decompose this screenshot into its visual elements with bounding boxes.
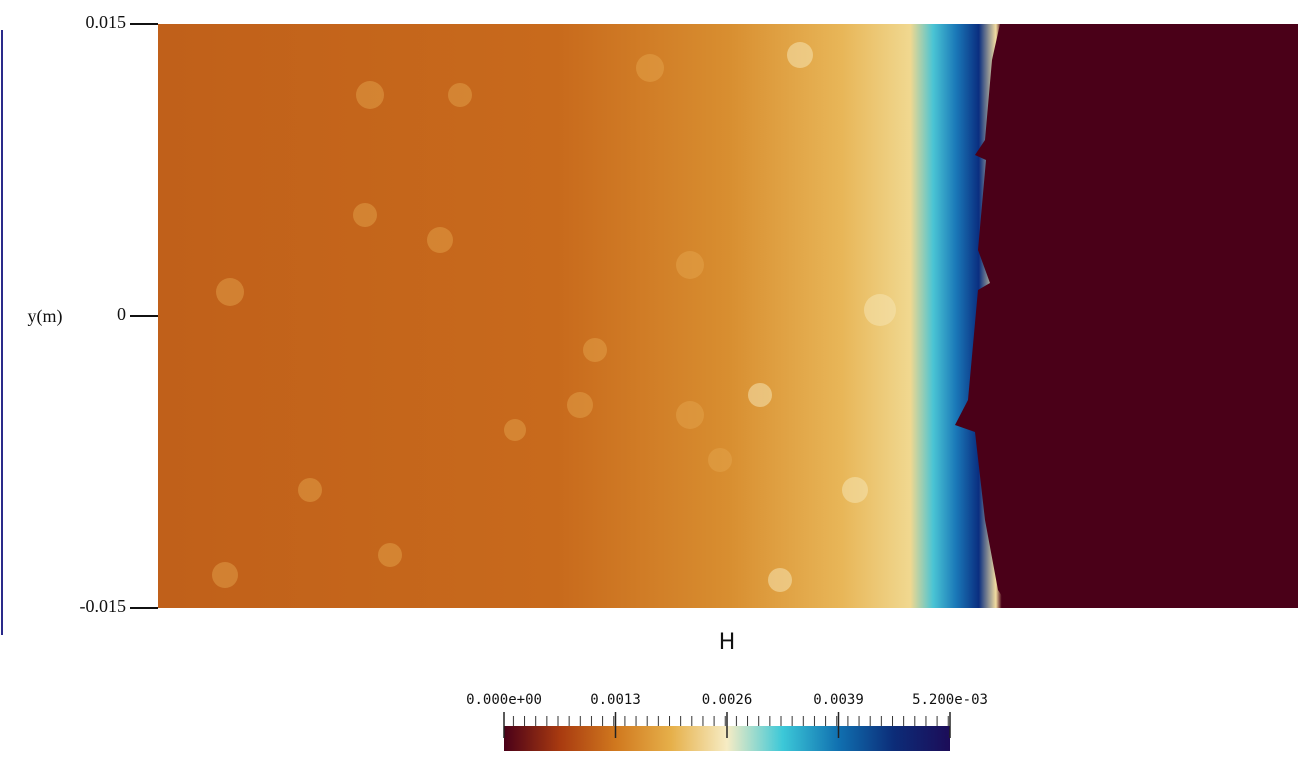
field-image xyxy=(158,24,1298,608)
colorbar-tick-label: 0.000e+00 xyxy=(466,692,542,708)
colorbar-tick-label: 5.200e-03 xyxy=(912,692,988,708)
y-tick-label: 0 xyxy=(117,304,126,324)
y-tick-label: -0.015 xyxy=(80,596,127,616)
colorbar-tick-label: 0.0026 xyxy=(702,692,753,708)
colorbar-tick-label: 0.0039 xyxy=(813,692,864,708)
y-tick-label: 0.015 xyxy=(86,12,127,32)
y-axis-label: y(m) xyxy=(28,306,63,327)
colorbar-tick-label: 0.0013 xyxy=(590,692,641,708)
colorbar-title: H xyxy=(719,630,736,655)
